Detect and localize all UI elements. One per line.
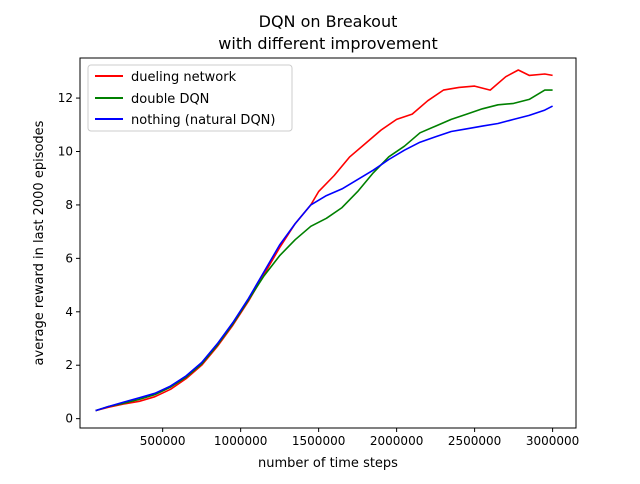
series-line-dueling: [95, 69, 553, 412]
x-tick-label: 2000000: [370, 434, 423, 448]
y-tick-label: 6: [65, 251, 73, 265]
x-tick-label: 1000000: [214, 434, 267, 448]
x-axis-ticks: 500000 1000000 1500000 2000000 2500000 300000…: [140, 428, 579, 448]
x-tick-label: 2500000: [448, 434, 501, 448]
chart-title-line-1: DQN on Breakout: [259, 12, 398, 31]
y-tick-label: 4: [65, 305, 73, 319]
legend-box: [87, 64, 293, 132]
chart-title-line-2: with different improvement: [218, 34, 437, 53]
legend-label-dueling: dueling network: [131, 70, 237, 85]
plot-frame: [79, 57, 577, 429]
y-tick-label: 12: [58, 91, 73, 105]
y-axis-ticks: 0 2 4 6 8 10 12: [58, 91, 80, 426]
legend: dueling network double DQN nothing (natu…: [87, 64, 293, 132]
y-tick-label: 0: [65, 412, 73, 426]
y-axis-label: average reward in last 2000 episodes: [32, 120, 47, 365]
y-tick-label: 10: [58, 145, 73, 159]
y-tick-label: 2: [65, 358, 73, 372]
x-axis-label: number of time steps: [258, 456, 398, 471]
series-line-double: [95, 89, 553, 412]
x-tick-label: 1500000: [292, 434, 345, 448]
y-tick-label: 8: [65, 198, 73, 212]
series-line-natural: [95, 105, 553, 412]
series-layer: [95, 69, 553, 412]
legend-label-double: double DQN: [131, 92, 209, 107]
x-tick-label: 500000: [140, 434, 186, 448]
x-tick-label: 3000000: [526, 434, 579, 448]
legend-label-natural: nothing (natural DQN): [131, 113, 275, 128]
